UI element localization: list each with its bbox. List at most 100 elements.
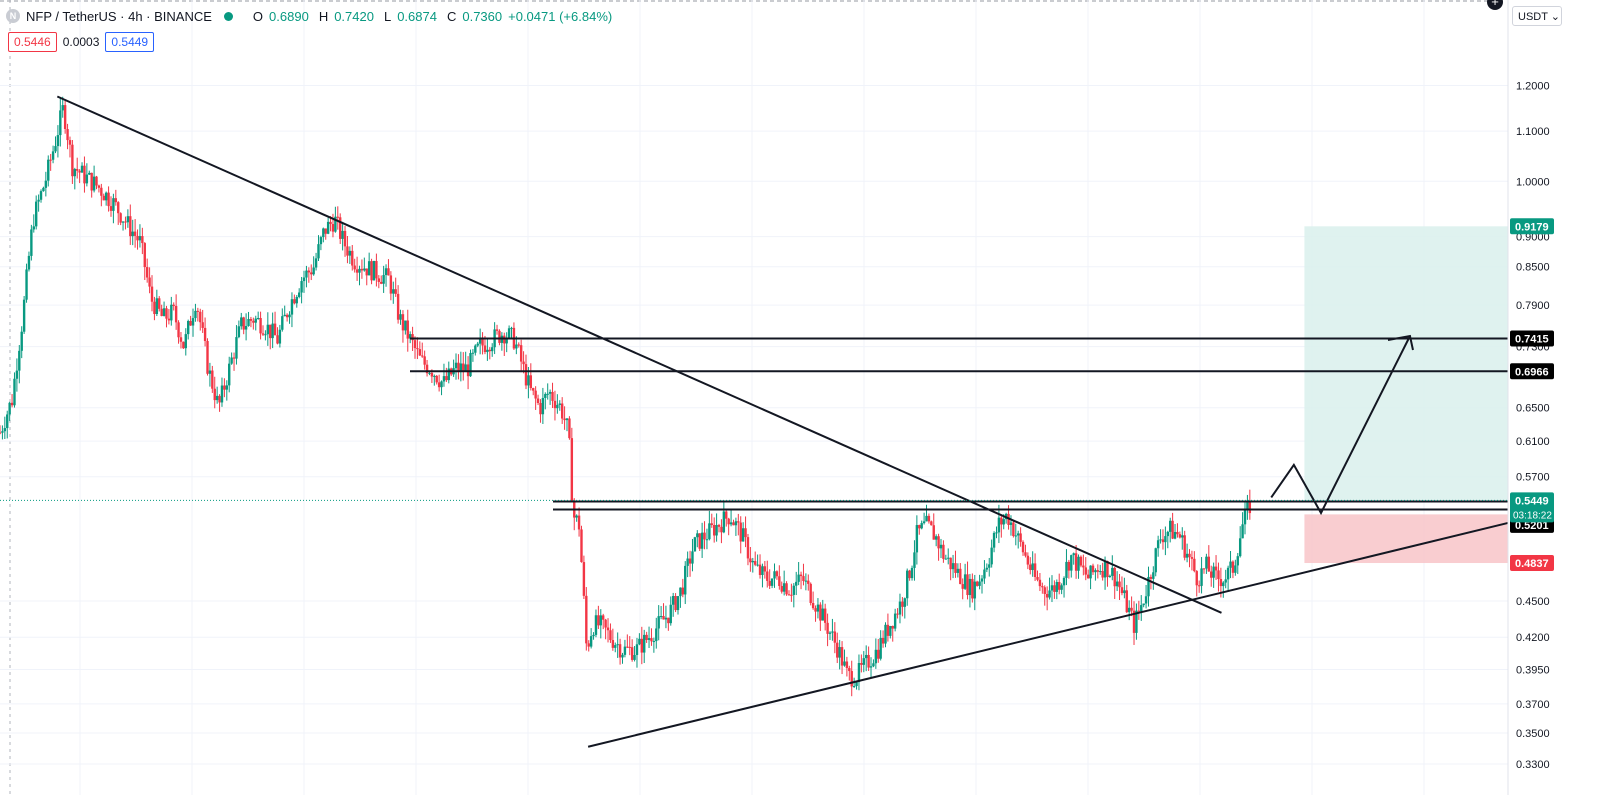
candle-body bbox=[1033, 563, 1037, 578]
candle-body bbox=[1212, 566, 1215, 578]
candle-body bbox=[360, 268, 364, 271]
candle-body bbox=[235, 337, 238, 359]
target-zone bbox=[1304, 226, 1508, 501]
candle-body bbox=[1231, 561, 1235, 573]
candle-body bbox=[795, 581, 798, 586]
candle-body bbox=[763, 566, 767, 572]
candle-body bbox=[133, 231, 137, 236]
candle-body bbox=[787, 594, 791, 596]
candle-body bbox=[1236, 556, 1239, 566]
candle-body bbox=[442, 376, 446, 382]
price-tick-label: 1.0000 bbox=[1516, 176, 1550, 188]
price-label-box bbox=[1510, 363, 1554, 380]
candle-body bbox=[365, 268, 368, 276]
candle-body bbox=[944, 558, 948, 560]
candle-body bbox=[218, 395, 221, 403]
candle-body bbox=[372, 260, 376, 281]
candle-body bbox=[495, 329, 499, 331]
candle-body bbox=[454, 362, 458, 369]
candle-body bbox=[406, 320, 409, 339]
candle-body bbox=[1096, 570, 1100, 572]
candle-body bbox=[307, 270, 311, 273]
candle-body bbox=[889, 625, 892, 636]
candle-body bbox=[954, 563, 957, 573]
candle-body bbox=[389, 275, 393, 294]
candle-body bbox=[1, 431, 4, 433]
candle-body bbox=[88, 172, 91, 175]
candle-body bbox=[215, 395, 219, 401]
candle-body bbox=[937, 536, 940, 549]
candle-body bbox=[208, 370, 212, 374]
candle-body bbox=[271, 323, 274, 339]
candle-body bbox=[297, 292, 301, 297]
candle-body bbox=[662, 616, 665, 620]
candle-body bbox=[908, 570, 911, 579]
candle-body bbox=[1019, 533, 1022, 542]
candle-body bbox=[174, 305, 178, 323]
candle-body bbox=[491, 347, 494, 352]
candle-body bbox=[741, 528, 745, 542]
candle-body bbox=[826, 622, 829, 634]
candle-body bbox=[30, 229, 33, 256]
candle-body bbox=[293, 299, 296, 304]
candle-body bbox=[1125, 590, 1128, 613]
sell-price-button[interactable]: 0.5446 bbox=[8, 32, 57, 52]
candle-body bbox=[1205, 556, 1208, 569]
candle-body bbox=[546, 393, 549, 395]
candle-body bbox=[399, 314, 402, 320]
candle-body bbox=[770, 578, 774, 586]
candle-body bbox=[843, 661, 846, 666]
candle-body bbox=[869, 666, 873, 668]
candle-body bbox=[1108, 575, 1112, 578]
price-tick-label: 0.4200 bbox=[1516, 632, 1550, 644]
candle-body bbox=[534, 390, 537, 399]
candle-body bbox=[141, 236, 144, 244]
candle-body bbox=[737, 521, 740, 523]
candle-body bbox=[756, 564, 759, 566]
candle-body bbox=[418, 349, 422, 356]
currency-selector[interactable]: USDT ⌄ bbox=[1512, 6, 1562, 26]
candle-body bbox=[522, 361, 525, 365]
candle-body bbox=[380, 281, 383, 284]
candle-body bbox=[881, 637, 885, 644]
candle-body bbox=[1164, 536, 1167, 543]
candle-body bbox=[184, 334, 187, 349]
candle-body bbox=[570, 438, 574, 502]
projection-path bbox=[1270, 335, 1411, 516]
candle-body bbox=[1089, 565, 1092, 579]
candle-body bbox=[1173, 531, 1177, 539]
candle-body bbox=[117, 202, 120, 214]
candle-body bbox=[1169, 520, 1172, 532]
candle-body bbox=[720, 526, 723, 533]
candle-body bbox=[242, 317, 245, 330]
candle-body bbox=[437, 382, 441, 388]
candle-body bbox=[1118, 581, 1121, 588]
candle-body bbox=[667, 617, 670, 624]
candle-body bbox=[447, 368, 450, 381]
candle-body bbox=[240, 317, 243, 327]
candle-body bbox=[80, 165, 84, 173]
buy-price-button[interactable]: 0.5449 bbox=[105, 32, 155, 52]
candle-body bbox=[1197, 585, 1201, 587]
candle-body bbox=[609, 630, 612, 641]
candle-body bbox=[850, 671, 853, 687]
symbol-title[interactable]: NFP / TetherUS · 4h · BINANCE bbox=[26, 8, 212, 24]
axis-background bbox=[1508, 0, 1599, 795]
candle-body bbox=[860, 662, 863, 665]
candle-body bbox=[25, 269, 28, 300]
add-plus-icon[interactable]: + bbox=[1487, 0, 1503, 10]
candle-body bbox=[797, 574, 800, 582]
candle-body bbox=[1159, 539, 1162, 541]
candle-body bbox=[942, 544, 945, 559]
candle-body bbox=[85, 174, 89, 184]
candle-body bbox=[674, 596, 677, 611]
candle-body bbox=[775, 571, 779, 577]
candle-body bbox=[1152, 572, 1155, 579]
candle-body bbox=[78, 170, 81, 173]
candle-body bbox=[1045, 593, 1049, 598]
price-label-box bbox=[1510, 218, 1554, 235]
candle-body bbox=[162, 308, 166, 317]
candle-body bbox=[249, 318, 253, 321]
candle-body bbox=[474, 345, 477, 353]
